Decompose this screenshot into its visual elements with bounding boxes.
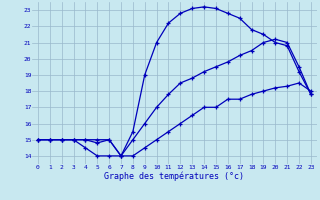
X-axis label: Graphe des températures (°c): Graphe des températures (°c) xyxy=(104,171,244,181)
